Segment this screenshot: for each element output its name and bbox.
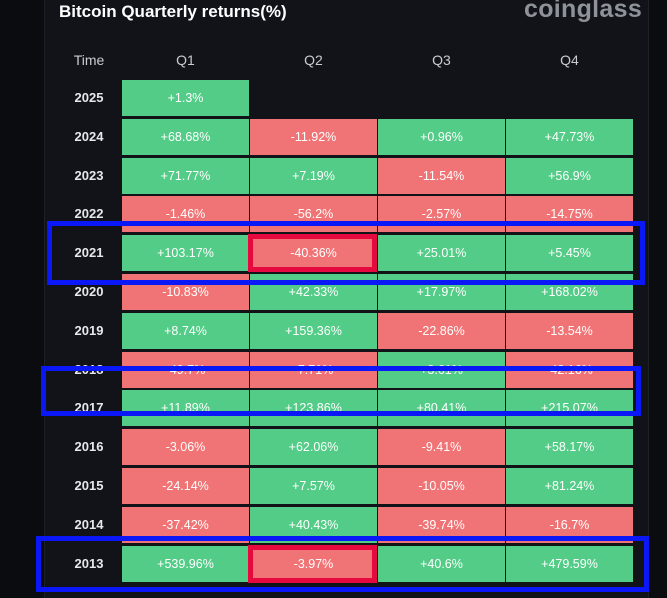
cell-2018-q1: -49.7% (122, 352, 249, 388)
cell-2018-q4: -42.16% (506, 352, 633, 388)
cell-2023-q4: +56.9% (506, 158, 633, 194)
cell-2016-q2: +62.06% (250, 429, 377, 465)
cell-2025-q1: +1.3% (122, 80, 249, 116)
cell-2021-q3: +25.01% (378, 235, 505, 271)
cell-2021-q2: -40.36% (250, 235, 377, 271)
cell-2021-q4: +5.45% (506, 235, 633, 271)
cell-2024-q1: +68.68% (122, 119, 249, 155)
cell-2013-q1: +539.96% (122, 546, 249, 582)
cell-2020-q2: +42.33% (250, 274, 377, 310)
cell-2020-q4: +168.02% (506, 274, 633, 310)
row-label-2015: 2015 (74, 478, 104, 493)
chart-title: Bitcoin Quarterly returns(%) (59, 2, 287, 21)
cell-2014-q4: -16.7% (506, 507, 633, 543)
cell-2016-q1: -3.06% (122, 429, 249, 465)
row-label-2024: 2024 (74, 129, 104, 144)
header-time: Time (73, 52, 105, 68)
cell-2024-q3: +0.96% (378, 119, 505, 155)
cell-2023-q1: +71.77% (122, 158, 249, 194)
cell-2014-q3: -39.74% (378, 507, 505, 543)
cell-2019-q2: +159.36% (250, 313, 377, 349)
cell-2013-q4: +479.59% (506, 546, 633, 582)
cell-2013-q2: -3.97% (250, 546, 377, 582)
cell-2021-q1: +103.17% (122, 235, 249, 271)
cell-2013-q3: +40.6% (378, 546, 505, 582)
row-label-2021: 2021 (74, 245, 104, 260)
row-label-2017: 2017 (74, 400, 104, 415)
header-q3: Q3 (432, 52, 451, 68)
cell-2018-q3: +3.61% (378, 352, 505, 388)
cell-2018-q2: -7.71% (250, 352, 377, 388)
row-label-2019: 2019 (74, 323, 104, 338)
cell-2014-q2: +40.43% (250, 507, 377, 543)
cell-2022-q4: -14.75% (506, 196, 633, 232)
row-label-2018: 2018 (74, 362, 104, 377)
cell-2017-q4: +215.07% (506, 390, 633, 426)
row-label-2016: 2016 (74, 439, 104, 454)
brand-logo: coinglass (524, 0, 643, 23)
cell-2019-q3: -22.86% (378, 313, 505, 349)
cell-2020-q1: -10.83% (122, 274, 249, 310)
cell-2017-q2: +123.86% (250, 390, 377, 426)
cell-2017-q3: +80.41% (378, 390, 505, 426)
cell-2015-q2: +7.57% (250, 468, 377, 504)
cell-2016-q3: -9.41% (378, 429, 505, 465)
cell-2015-q4: +81.24% (506, 468, 633, 504)
cell-2014-q1: -37.42% (122, 507, 249, 543)
row-label-2013: 2013 (74, 556, 104, 571)
cell-2015-q3: -10.05% (378, 468, 505, 504)
cell-2015-q1: -24.14% (122, 468, 249, 504)
row-label-2022: 2022 (74, 206, 104, 221)
row-label-2023: 2023 (74, 168, 104, 183)
cell-2016-q4: +58.17% (506, 429, 633, 465)
cell-2022-q2: -56.2% (250, 196, 377, 232)
cell-2020-q3: +17.97% (378, 274, 505, 310)
row-label-2014: 2014 (74, 517, 104, 532)
row-label-2020: 2020 (74, 284, 104, 299)
header-q4: Q4 (560, 52, 579, 68)
header-q2: Q2 (304, 52, 323, 68)
cell-2017-q1: +11.89% (122, 390, 249, 426)
cell-2023-q3: -11.54% (378, 158, 505, 194)
cell-2019-q4: -13.54% (506, 313, 633, 349)
cell-2024-q2: -11.92% (250, 119, 377, 155)
row-label-2025: 2025 (74, 90, 104, 105)
cell-2019-q1: +8.74% (122, 313, 249, 349)
cell-2022-q1: -1.46% (122, 196, 249, 232)
cell-2024-q4: +47.73% (506, 119, 633, 155)
cell-2022-q3: -2.57% (378, 196, 505, 232)
cell-2023-q2: +7.19% (250, 158, 377, 194)
header-q1: Q1 (176, 52, 195, 68)
